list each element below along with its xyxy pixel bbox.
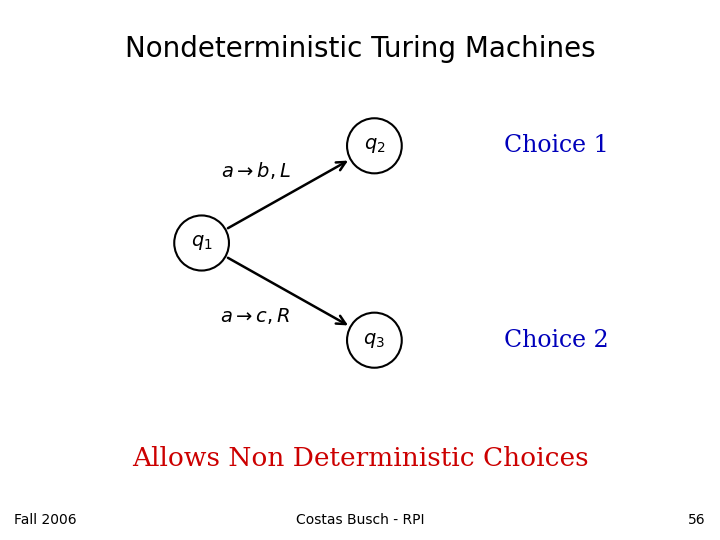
Text: $q_1$: $q_1$ xyxy=(191,233,212,253)
Text: $a \rightarrow b, L$: $a \rightarrow b, L$ xyxy=(220,160,291,180)
Text: 56: 56 xyxy=(688,512,706,526)
Ellipse shape xyxy=(347,313,402,368)
Text: Choice 1: Choice 1 xyxy=(504,134,608,157)
Text: Choice 2: Choice 2 xyxy=(504,329,608,352)
Text: $q_2$: $q_2$ xyxy=(364,136,385,156)
Text: Allows Non Deterministic Choices: Allows Non Deterministic Choices xyxy=(132,447,588,471)
Text: Costas Busch - RPI: Costas Busch - RPI xyxy=(296,512,424,526)
Ellipse shape xyxy=(347,118,402,173)
Text: $a \rightarrow c, R$: $a \rightarrow c, R$ xyxy=(220,306,291,326)
Text: Fall 2006: Fall 2006 xyxy=(14,512,77,526)
Text: Nondeterministic Turing Machines: Nondeterministic Turing Machines xyxy=(125,35,595,63)
Ellipse shape xyxy=(174,215,229,271)
Text: $q_3$: $q_3$ xyxy=(364,330,385,350)
